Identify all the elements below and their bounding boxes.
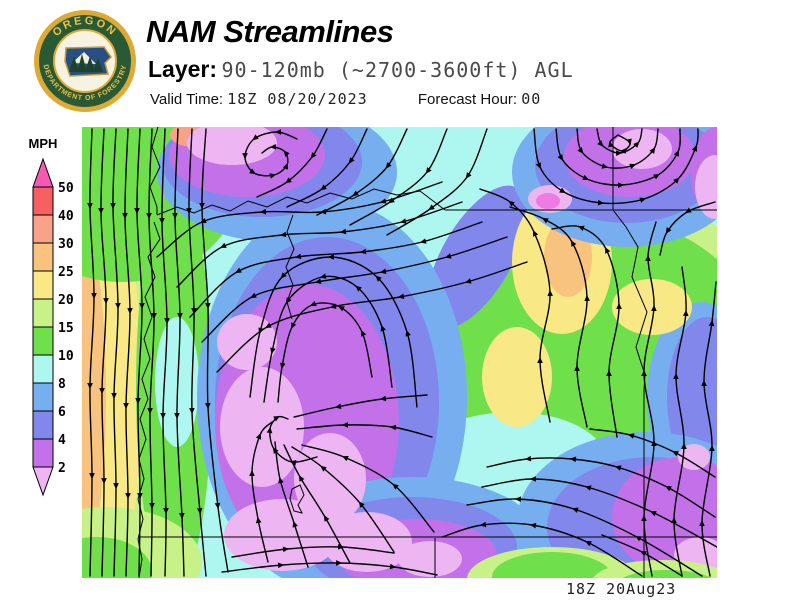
streamline-path bbox=[266, 415, 318, 466]
logo-trees bbox=[69, 54, 103, 72]
wind-speed-region bbox=[220, 367, 304, 487]
streamline-path bbox=[277, 300, 373, 403]
wind-speed-region bbox=[294, 433, 366, 525]
streamline-path bbox=[87, 128, 97, 577]
valid-time-label: Valid Time: bbox=[150, 91, 224, 108]
legend-top-arrow bbox=[32, 157, 54, 188]
streamline-path bbox=[601, 534, 683, 577]
streamline-path bbox=[146, 128, 157, 577]
streamline-path bbox=[349, 128, 448, 226]
streamline-path bbox=[316, 128, 408, 216]
legend-tick-label: 15 bbox=[58, 321, 74, 336]
wind-speed-region bbox=[536, 193, 560, 209]
layer-label: Layer: bbox=[148, 56, 218, 82]
legend-tick-label: 40 bbox=[58, 209, 74, 224]
wind-speed-region bbox=[322, 512, 412, 572]
wind-speed-region bbox=[492, 552, 612, 578]
streamline-path bbox=[659, 201, 716, 256]
legend-bottom-arrow bbox=[32, 466, 54, 497]
valid-time-value: 18Z 08/20/2023 bbox=[227, 90, 368, 108]
wind-speed-region bbox=[82, 537, 152, 578]
streamline-path bbox=[486, 455, 716, 518]
streamline-path bbox=[671, 266, 689, 577]
streamline-path bbox=[466, 496, 703, 577]
streamline-path bbox=[479, 188, 553, 423]
legend-tick-label: 30 bbox=[58, 237, 74, 252]
streamline-path bbox=[256, 128, 328, 198]
streamline-path bbox=[641, 221, 657, 577]
legend-tick-label: 4 bbox=[58, 433, 66, 448]
legend-tick-label: 2 bbox=[58, 461, 66, 476]
layer-line: Layer: 90-120mb (~2700-3600ft) AGL bbox=[148, 56, 574, 83]
map-layers bbox=[82, 127, 717, 578]
streamline-path bbox=[98, 128, 109, 577]
streamline-path bbox=[122, 128, 133, 577]
odf-logo-icon: OREGON DEPARTMENT OF FORESTRY bbox=[34, 10, 136, 112]
legend-tick-label: 8 bbox=[58, 377, 66, 392]
streamline-path bbox=[533, 128, 699, 206]
legend-segment-10-15 bbox=[32, 326, 54, 356]
wind-speed-legend: 50 40 30 25 20 15 10 8 6 4 2 bbox=[32, 157, 74, 497]
streamline-path bbox=[386, 128, 488, 236]
wind-speed-region bbox=[612, 129, 672, 169]
streamline-path bbox=[186, 128, 207, 577]
streamline-path bbox=[441, 521, 643, 577]
legend-units-label: MPH bbox=[28, 136, 58, 151]
streamline-path bbox=[293, 394, 428, 418]
wind-speed-region bbox=[398, 541, 462, 577]
legend-segment-6-8 bbox=[32, 382, 54, 412]
streamline-path bbox=[110, 128, 121, 577]
valid-time-line: Valid Time: 18Z 08/20/2023 Forecast Hour… bbox=[150, 90, 541, 108]
map-timestamp: 18Z 20Aug23 bbox=[566, 580, 677, 598]
border-coast-north bbox=[149, 127, 161, 215]
legend-segment-25-30 bbox=[32, 242, 54, 272]
forecast-hour-group: Forecast Hour: 00 bbox=[417, 90, 542, 108]
streamline-path bbox=[172, 128, 185, 577]
legend-segment-8-10 bbox=[32, 354, 54, 384]
wind-speed-region bbox=[622, 570, 712, 578]
streamline-path bbox=[156, 181, 443, 258]
legend-tick-label: 20 bbox=[58, 293, 74, 308]
streamline-path bbox=[159, 128, 170, 577]
streamline-path bbox=[249, 254, 418, 408]
streamline-path bbox=[134, 128, 145, 577]
legend-tick-label: 25 bbox=[58, 265, 74, 280]
streamline-path bbox=[242, 129, 298, 179]
forecast-hour-value: 00 bbox=[521, 90, 542, 108]
legend-segment-15-20 bbox=[32, 298, 54, 328]
legend-segment-4-6 bbox=[32, 410, 54, 440]
streamline-path bbox=[291, 446, 395, 553]
forecast-hour-label: Forecast Hour: bbox=[417, 91, 518, 108]
legend-tick-label: 10 bbox=[58, 349, 74, 364]
streamline-path bbox=[249, 421, 273, 563]
legend-segment-2-4 bbox=[32, 438, 54, 468]
streamline-path bbox=[231, 544, 395, 558]
streamline-path bbox=[589, 428, 716, 478]
streamline-map bbox=[82, 127, 717, 578]
legend-segment-20-25 bbox=[32, 270, 54, 300]
streamline-map-canvas bbox=[82, 127, 717, 578]
streamline-path bbox=[221, 560, 438, 576]
legend-tick-label: 50 bbox=[58, 181, 74, 196]
legend-tick-label: 6 bbox=[58, 405, 66, 420]
legend-segment-40-50 bbox=[32, 186, 54, 216]
streamline-path bbox=[296, 422, 433, 438]
streamline-path bbox=[699, 281, 717, 577]
streamline-path bbox=[176, 201, 463, 288]
legend-segment-30-40 bbox=[32, 214, 54, 244]
streamlines-layer bbox=[87, 128, 717, 577]
page-title: NAM Streamlines bbox=[146, 14, 394, 49]
streamline-path bbox=[301, 444, 435, 533]
streamline-path bbox=[286, 128, 368, 208]
layer-value: 90-120mb (~2700-3600ft) AGL bbox=[221, 58, 574, 82]
streamline-path bbox=[551, 225, 622, 438]
